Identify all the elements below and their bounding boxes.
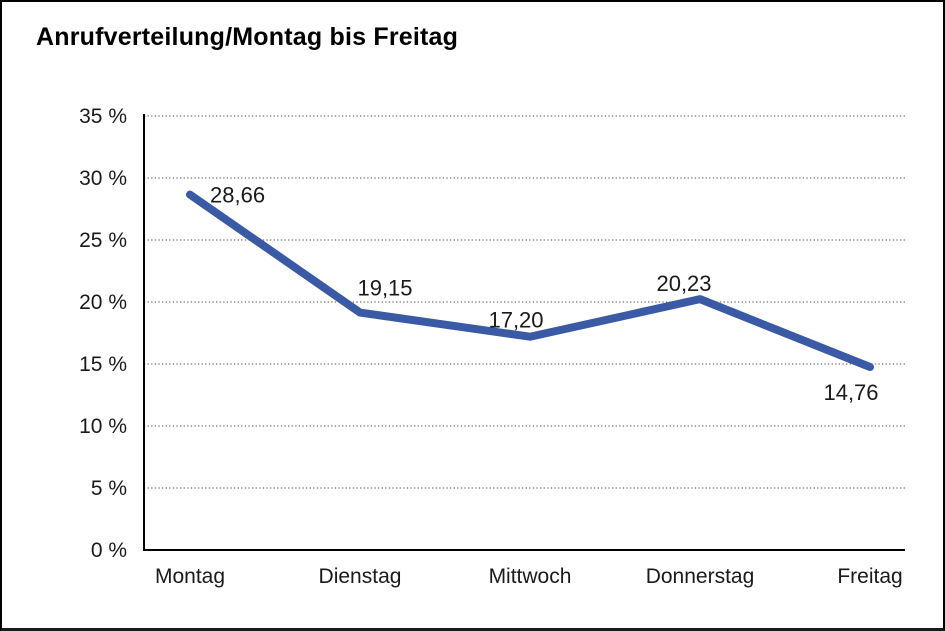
- y-tick-label: 10 %: [79, 415, 127, 438]
- point-label: 17,20: [488, 308, 543, 333]
- x-tick-label: Donnerstag: [646, 565, 755, 588]
- chart-title: Anrufverteilung/Montag bis Freitag: [36, 23, 459, 51]
- y-tick-label: 30 %: [79, 167, 127, 190]
- x-tick-label: Dienstag: [319, 565, 402, 588]
- y-tick-label: 25 %: [79, 229, 127, 252]
- point-label: 20,23: [656, 271, 711, 296]
- y-tick-label: 35 %: [79, 105, 127, 128]
- x-tick-label: Mittwoch: [489, 565, 572, 588]
- point-label: 14,76: [823, 380, 878, 405]
- data-line: [186, 190, 874, 371]
- y-tick-label: 5 %: [91, 477, 127, 500]
- point-label: 19,15: [357, 276, 412, 301]
- x-tick-label: Freitag: [837, 565, 902, 588]
- y-tick-label: 15 %: [79, 353, 127, 376]
- x-tick-label: Montag: [155, 565, 225, 588]
- point-label: 28,66: [210, 183, 265, 208]
- y-tick-label: 0 %: [91, 539, 127, 562]
- y-tick-label: 20 %: [79, 291, 127, 314]
